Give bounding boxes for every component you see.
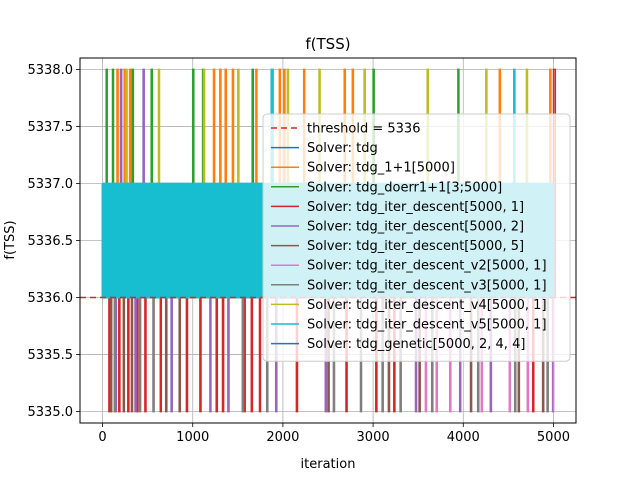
legend-entry: Solver: tdg_iter_descent[5000, 2] <box>307 220 524 235</box>
y-tick-label: 5336.5 <box>28 234 74 249</box>
x-tick-label: 3000 <box>357 430 390 445</box>
legend-entry: Solver: tdg <box>307 141 378 156</box>
chart-title: f(TSS) <box>305 35 350 53</box>
legend-box <box>262 113 571 362</box>
legend-entry: Solver: tdg_iter_descent[5000, 1] <box>307 200 524 215</box>
legend-entry: Solver: tdg_iter_descent_v3[5000, 1] <box>307 278 547 293</box>
y-axis: 5335.0 5335.5 5336.0 5336.5 5337.0 5337.5 5338… <box>28 63 80 420</box>
series-line-solver-tdg-doerr1-1-3-5000- <box>102 68 554 299</box>
y-tick-label: 5337.5 <box>28 120 74 135</box>
x-tick-label: 4000 <box>447 430 480 445</box>
x-tick-label: 2000 <box>266 430 299 445</box>
y-tick-label: 5337.0 <box>28 177 74 192</box>
legend: threshold = 5336 Solver: tdg Solver: tdg_1… <box>262 113 571 362</box>
legend-entry: Solver: tdg_genetic[5000, 2, 4, 4] <box>307 337 525 352</box>
legend-entry: Solver: tdg_1+1[5000] <box>307 161 455 176</box>
x-tick-label: 5000 <box>537 430 570 445</box>
legend-entry: Solver: tdg_iter_descent_v5[5000, 1] <box>307 318 547 333</box>
legend-entry: Solver: tdg_iter_descent[5000, 5] <box>307 239 524 254</box>
legend-entry: Solver: tdg_iter_descent_v4[5000, 1] <box>307 298 547 313</box>
x-tick-label: 0 <box>98 430 106 445</box>
y-tick-label: 5338.0 <box>28 63 74 78</box>
y-tick-label: 5335.5 <box>28 348 74 363</box>
legend-entry: Solver: tdg_iter_descent_v2[5000, 1] <box>307 259 547 274</box>
x-tick-label: 1000 <box>176 430 209 445</box>
y-tick-label: 5336.0 <box>28 291 74 306</box>
legend-entry: threshold = 5336 <box>307 122 420 137</box>
legend-entry: Solver: tdg_doerr1+1[3;5000] <box>307 180 502 195</box>
y-tick-label: 5335.0 <box>28 405 74 420</box>
x-axis: 0 1000 2000 3000 4000 5000 <box>98 423 570 445</box>
x-axis-label: iteration <box>301 457 356 472</box>
y-axis-label: f(TSS) <box>3 220 18 259</box>
